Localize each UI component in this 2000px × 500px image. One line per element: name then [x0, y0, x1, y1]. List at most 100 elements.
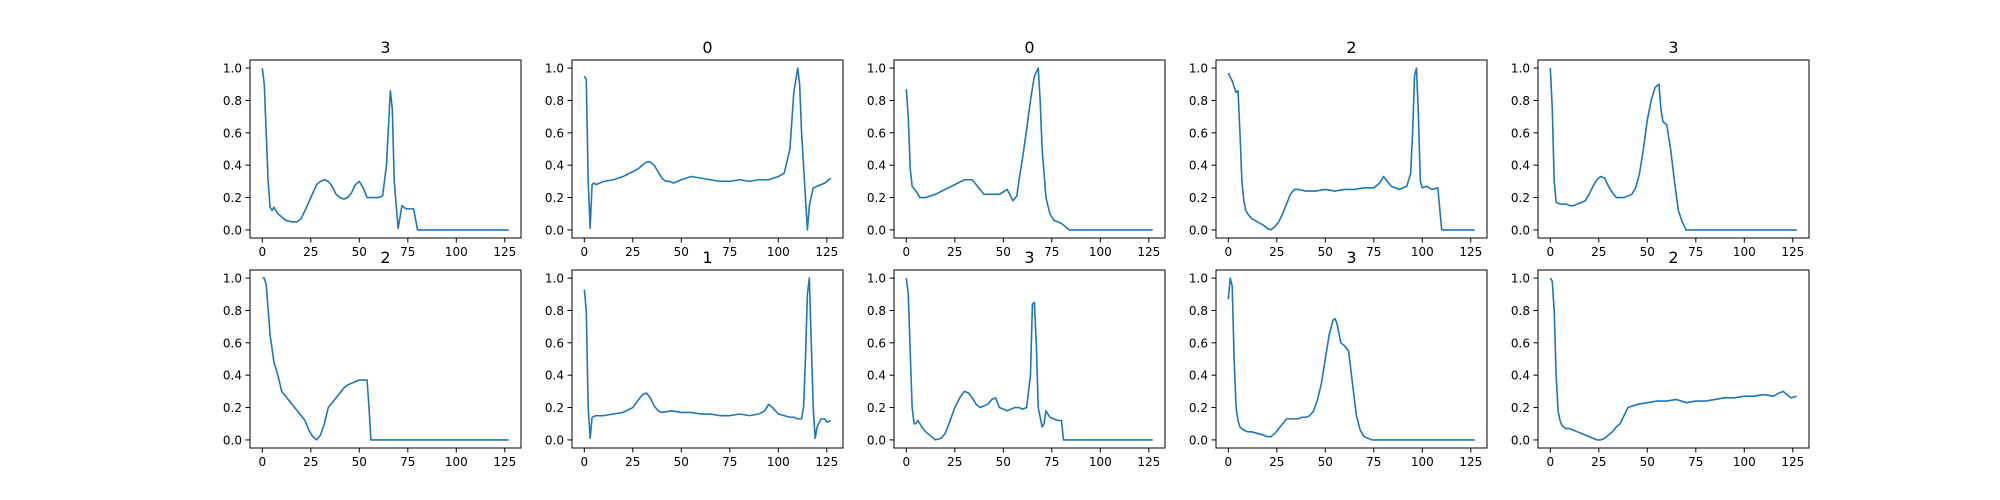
y-tick-label: 0.0: [545, 223, 564, 237]
y-tick-label: 0.6: [1189, 336, 1208, 350]
x-tick-label: 50: [996, 455, 1011, 469]
x-tick-label: 75: [1366, 245, 1381, 259]
subplot-title: 2: [380, 248, 390, 267]
x-tick-label: 50: [1318, 455, 1333, 469]
y-tick-label: 0.0: [223, 433, 242, 447]
subplot-6: 2 0 25 50 75 100 125 0.0 0.2 0.4 0.6 0.8 1.0: [223, 248, 522, 469]
y-tick-label: 0.0: [1189, 433, 1208, 447]
x-tick-label: 100: [1733, 455, 1756, 469]
y-tick-label: 0.2: [867, 191, 886, 205]
x-tick-label: 0: [580, 455, 588, 469]
x-tick-label: 125: [1781, 455, 1804, 469]
axes-frame: [571, 269, 844, 449]
x-tick-label: 0: [1224, 245, 1232, 259]
x-tick-label: 25: [625, 455, 640, 469]
subplot-9: 3 0 25 50 75 100 125 0.0 0.2 0.4 0.6 0.8 1.0: [1189, 248, 1488, 469]
x-tick-label: 125: [493, 245, 516, 259]
x-tick-label: 50: [1640, 455, 1655, 469]
axes-frame: [571, 59, 844, 239]
subplot-title: 2: [1346, 38, 1356, 57]
series-line: [262, 277, 509, 441]
y-tick-label: 0.8: [1189, 304, 1208, 318]
y-tick-label: 1.0: [867, 62, 886, 76]
y-tick-label: 0.0: [545, 433, 564, 447]
y-tick-label: 0.8: [867, 94, 886, 108]
y-tick-label: 0.6: [1511, 336, 1530, 350]
y-tick-label: 0.8: [1511, 304, 1530, 318]
y-tick-label: 0.2: [545, 401, 564, 415]
y-tick-label: 1.0: [545, 62, 564, 76]
y-tick-label: 0.4: [1511, 159, 1530, 173]
y-tick-label: 0.4: [1511, 369, 1530, 383]
y-tick-label: 0.6: [867, 336, 886, 350]
x-tick-label: 100: [767, 245, 790, 259]
x-tick-label: 100: [1733, 245, 1756, 259]
y-tick-label: 1.0: [1189, 272, 1208, 286]
y-tick-label: 1.0: [545, 272, 564, 286]
x-tick-label: 100: [1411, 455, 1434, 469]
x-tick-label: 75: [1044, 455, 1059, 469]
y-tick-label: 0.2: [867, 401, 886, 415]
y-tick-label: 0.6: [1511, 126, 1530, 140]
subplot-1: 3 0 25 50 75 100 125 0.0 0.2 0.4 0.6 0.8 1.0: [223, 38, 522, 259]
x-tick-label: 25: [947, 455, 962, 469]
x-tick-label: 0: [902, 245, 910, 259]
x-tick-label: 50: [674, 455, 689, 469]
y-tick-label: 0.0: [1511, 223, 1530, 237]
x-tick-label: 25: [1591, 455, 1606, 469]
y-tick-label: 0.2: [1189, 191, 1208, 205]
x-tick-label: 125: [1137, 245, 1160, 259]
y-tick-label: 0.2: [545, 191, 564, 205]
x-tick-label: 50: [1318, 245, 1333, 259]
x-tick-label: 0: [1546, 455, 1554, 469]
y-tick-label: 0.0: [867, 433, 886, 447]
x-tick-label: 0: [1546, 245, 1554, 259]
axes-frame: [249, 59, 522, 239]
x-tick-label: 75: [722, 455, 737, 469]
y-tick-label: 0.6: [1189, 126, 1208, 140]
x-tick-label: 100: [1411, 245, 1434, 259]
axes-frame: [893, 269, 1166, 449]
y-tick-label: 1.0: [1511, 272, 1530, 286]
y-tick-label: 0.0: [867, 223, 886, 237]
x-tick-label: 50: [352, 245, 367, 259]
y-tick-label: 0.0: [1511, 433, 1530, 447]
x-tick-label: 25: [1591, 245, 1606, 259]
axes-frame: [1215, 59, 1488, 239]
series-line: [1549, 277, 1797, 441]
subplot-title: 0: [702, 38, 712, 57]
x-tick-label: 75: [400, 245, 415, 259]
y-tick-label: 0.0: [1189, 223, 1208, 237]
x-tick-label: 125: [493, 455, 516, 469]
subplot-4: 2 0 25 50 75 100 125 0.0 0.2 0.4 0.6 0.8 1.0: [1189, 38, 1488, 259]
subplot-3: 0 0 25 50 75 100 125 0.0 0.2 0.4 0.6 0.8 1.0: [867, 38, 1166, 259]
subplot-title: 3: [1668, 38, 1678, 57]
y-tick-label: 0.2: [1511, 401, 1530, 415]
x-tick-label: 50: [1640, 245, 1655, 259]
x-tick-label: 125: [1137, 455, 1160, 469]
x-tick-label: 75: [1688, 245, 1703, 259]
y-tick-label: 0.4: [223, 369, 242, 383]
subplot-8: 3 0 25 50 75 100 125 0.0 0.2 0.4 0.6 0.8 1.0: [867, 248, 1166, 469]
series-line: [583, 277, 831, 440]
y-tick-label: 1.0: [223, 62, 242, 76]
x-tick-label: 0: [258, 455, 266, 469]
subplot-title: 3: [1346, 248, 1356, 267]
y-tick-label: 0.8: [223, 94, 242, 108]
x-tick-label: 125: [1459, 245, 1482, 259]
x-tick-label: 50: [352, 455, 367, 469]
axes-frame: [1215, 269, 1488, 449]
axes-frame: [1537, 59, 1810, 239]
subplot-5: 3 0 25 50 75 100 125 0.0 0.2 0.4 0.6 0.8 1.0: [1511, 38, 1810, 259]
y-tick-label: 0.4: [1189, 159, 1208, 173]
subplot-title: 3: [1024, 248, 1034, 267]
x-tick-label: 25: [1269, 245, 1284, 259]
y-tick-label: 0.2: [1511, 191, 1530, 205]
x-tick-label: 100: [767, 455, 790, 469]
x-tick-label: 125: [815, 455, 838, 469]
subplot-10: 2 0 25 50 75 100 125 0.0 0.2 0.4 0.6 0.8 1.0: [1511, 248, 1810, 469]
y-tick-label: 0.8: [545, 94, 564, 108]
y-tick-label: 1.0: [1189, 62, 1208, 76]
y-tick-label: 0.4: [867, 369, 886, 383]
